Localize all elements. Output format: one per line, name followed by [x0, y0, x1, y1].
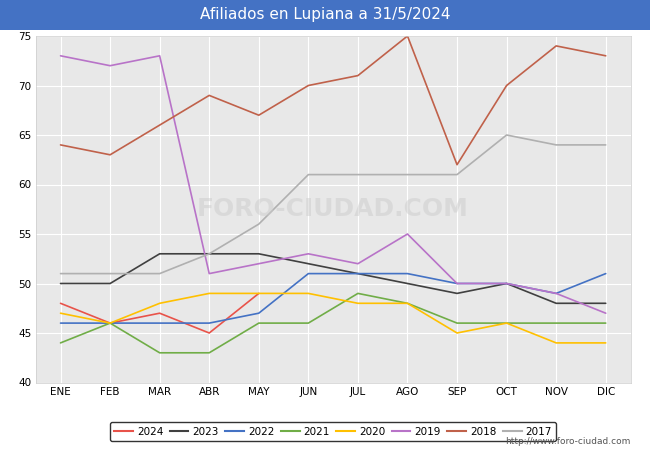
Text: http://www.foro-ciudad.com: http://www.foro-ciudad.com — [505, 436, 630, 446]
Text: FORO-CIUDAD.COM: FORO-CIUDAD.COM — [197, 197, 469, 221]
Legend: 2024, 2023, 2022, 2021, 2020, 2019, 2018, 2017: 2024, 2023, 2022, 2021, 2020, 2019, 2018… — [110, 423, 556, 441]
Text: Afiliados en Lupiana a 31/5/2024: Afiliados en Lupiana a 31/5/2024 — [200, 8, 450, 22]
